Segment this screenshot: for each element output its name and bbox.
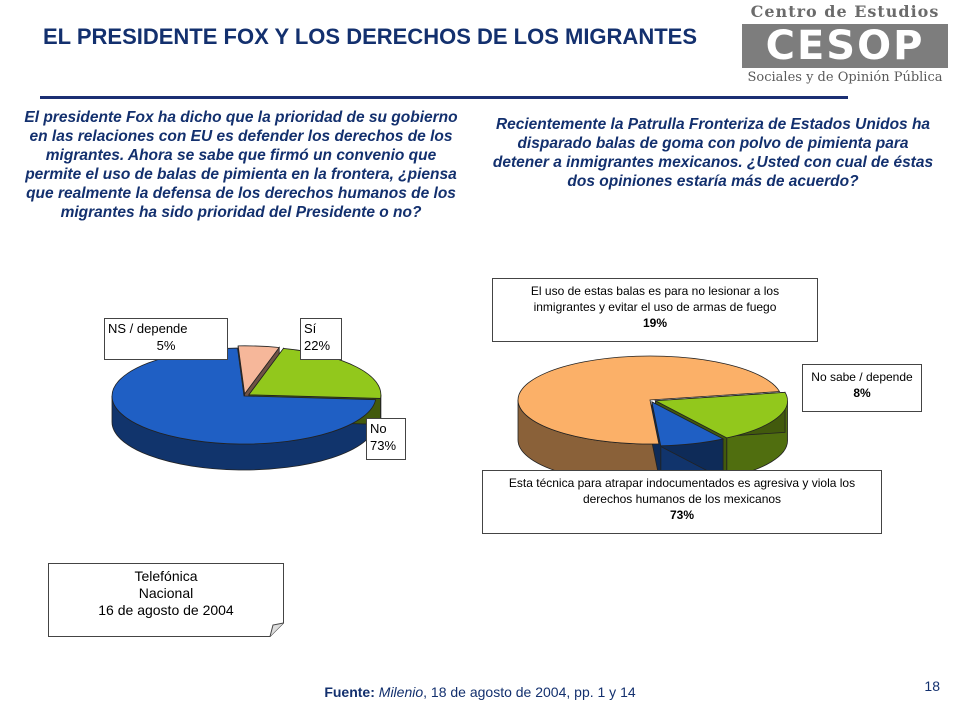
pie-right-slices <box>517 355 788 487</box>
page-title: EL PRESIDENTE FOX Y LOS DERECHOS DE LOS … <box>43 24 697 49</box>
question-left: El presidente Fox ha dicho que la priori… <box>24 109 458 221</box>
pie-right-label-nosabe-name: No sabe / depende <box>811 370 913 384</box>
logo-mark-text: CESOP <box>765 23 925 69</box>
page-number: 18 <box>924 678 940 694</box>
survey-note: Telefónica Nacional 16 de agosto de 2004 <box>48 568 284 619</box>
survey-type: Telefónica <box>134 568 198 584</box>
pie-right-label-balas: El uso de estas balas es para no lesiona… <box>492 278 818 342</box>
pie-left-label-no-value: 73% <box>370 438 397 453</box>
cesop-logo: Centro de Estudios CESOP Sociales y de O… <box>738 2 952 94</box>
footer-detail: , 18 de agosto de 2004, pp. 1 y 14 <box>423 684 636 700</box>
pie-right-label-tecnica-name: Esta técnica para atrapar indocumentados… <box>508 476 856 506</box>
pie-left-label-no-name: No <box>370 421 387 436</box>
pie-right-label-tecnica: Esta técnica para atrapar indocumentados… <box>482 470 882 534</box>
pie-left-label-ns: NS / depende 5% <box>104 318 228 360</box>
pie-left-label-si: Sí 22% <box>300 318 342 360</box>
pie-right-label-balas-name: El uso de estas balas es para no lesiona… <box>530 284 780 314</box>
pie-right-slice-0 <box>517 355 781 445</box>
footer-publication: Milenio <box>378 684 424 700</box>
pie-left-label-ns-name: NS / depende <box>108 321 188 336</box>
pie-left-slice-1 <box>237 345 280 395</box>
pie-right-label-balas-value: 19% <box>642 316 668 330</box>
pie-left-slices <box>111 345 382 471</box>
pie-right-slice-2 <box>651 401 725 447</box>
pie-left-label-ns-value: 5% <box>156 338 176 353</box>
logo-mark: CESOP <box>742 24 948 68</box>
question-right: Recientemente la Patrulla Fronteriza de … <box>492 116 934 190</box>
survey-date: 16 de agosto de 2004 <box>98 602 234 618</box>
pie-right-label-tecnica-value: 73% <box>669 508 695 522</box>
survey-note-box <box>48 563 284 637</box>
logo-top-text: Centro de Estudios <box>750 2 940 21</box>
title-divider <box>40 96 848 99</box>
pie-left-label-si-value: 22% <box>304 338 331 353</box>
pie-right-label-nosabe-value: 8% <box>853 386 871 400</box>
logo-bottom-text: Sociales y de Opinión Pública <box>747 70 943 85</box>
pie-right-slice-1 <box>654 391 788 439</box>
pie-left-label-si-name: Sí <box>304 321 317 336</box>
pie-right-label-nosabe: No sabe / depende 8% <box>802 364 922 412</box>
survey-scope: Nacional <box>138 585 194 601</box>
source-footer: Fuente: Milenio, 18 de agosto de 2004, p… <box>260 684 700 700</box>
footer-label: Fuente: <box>324 684 375 700</box>
pie-left-label-no: No 73% <box>366 418 406 460</box>
